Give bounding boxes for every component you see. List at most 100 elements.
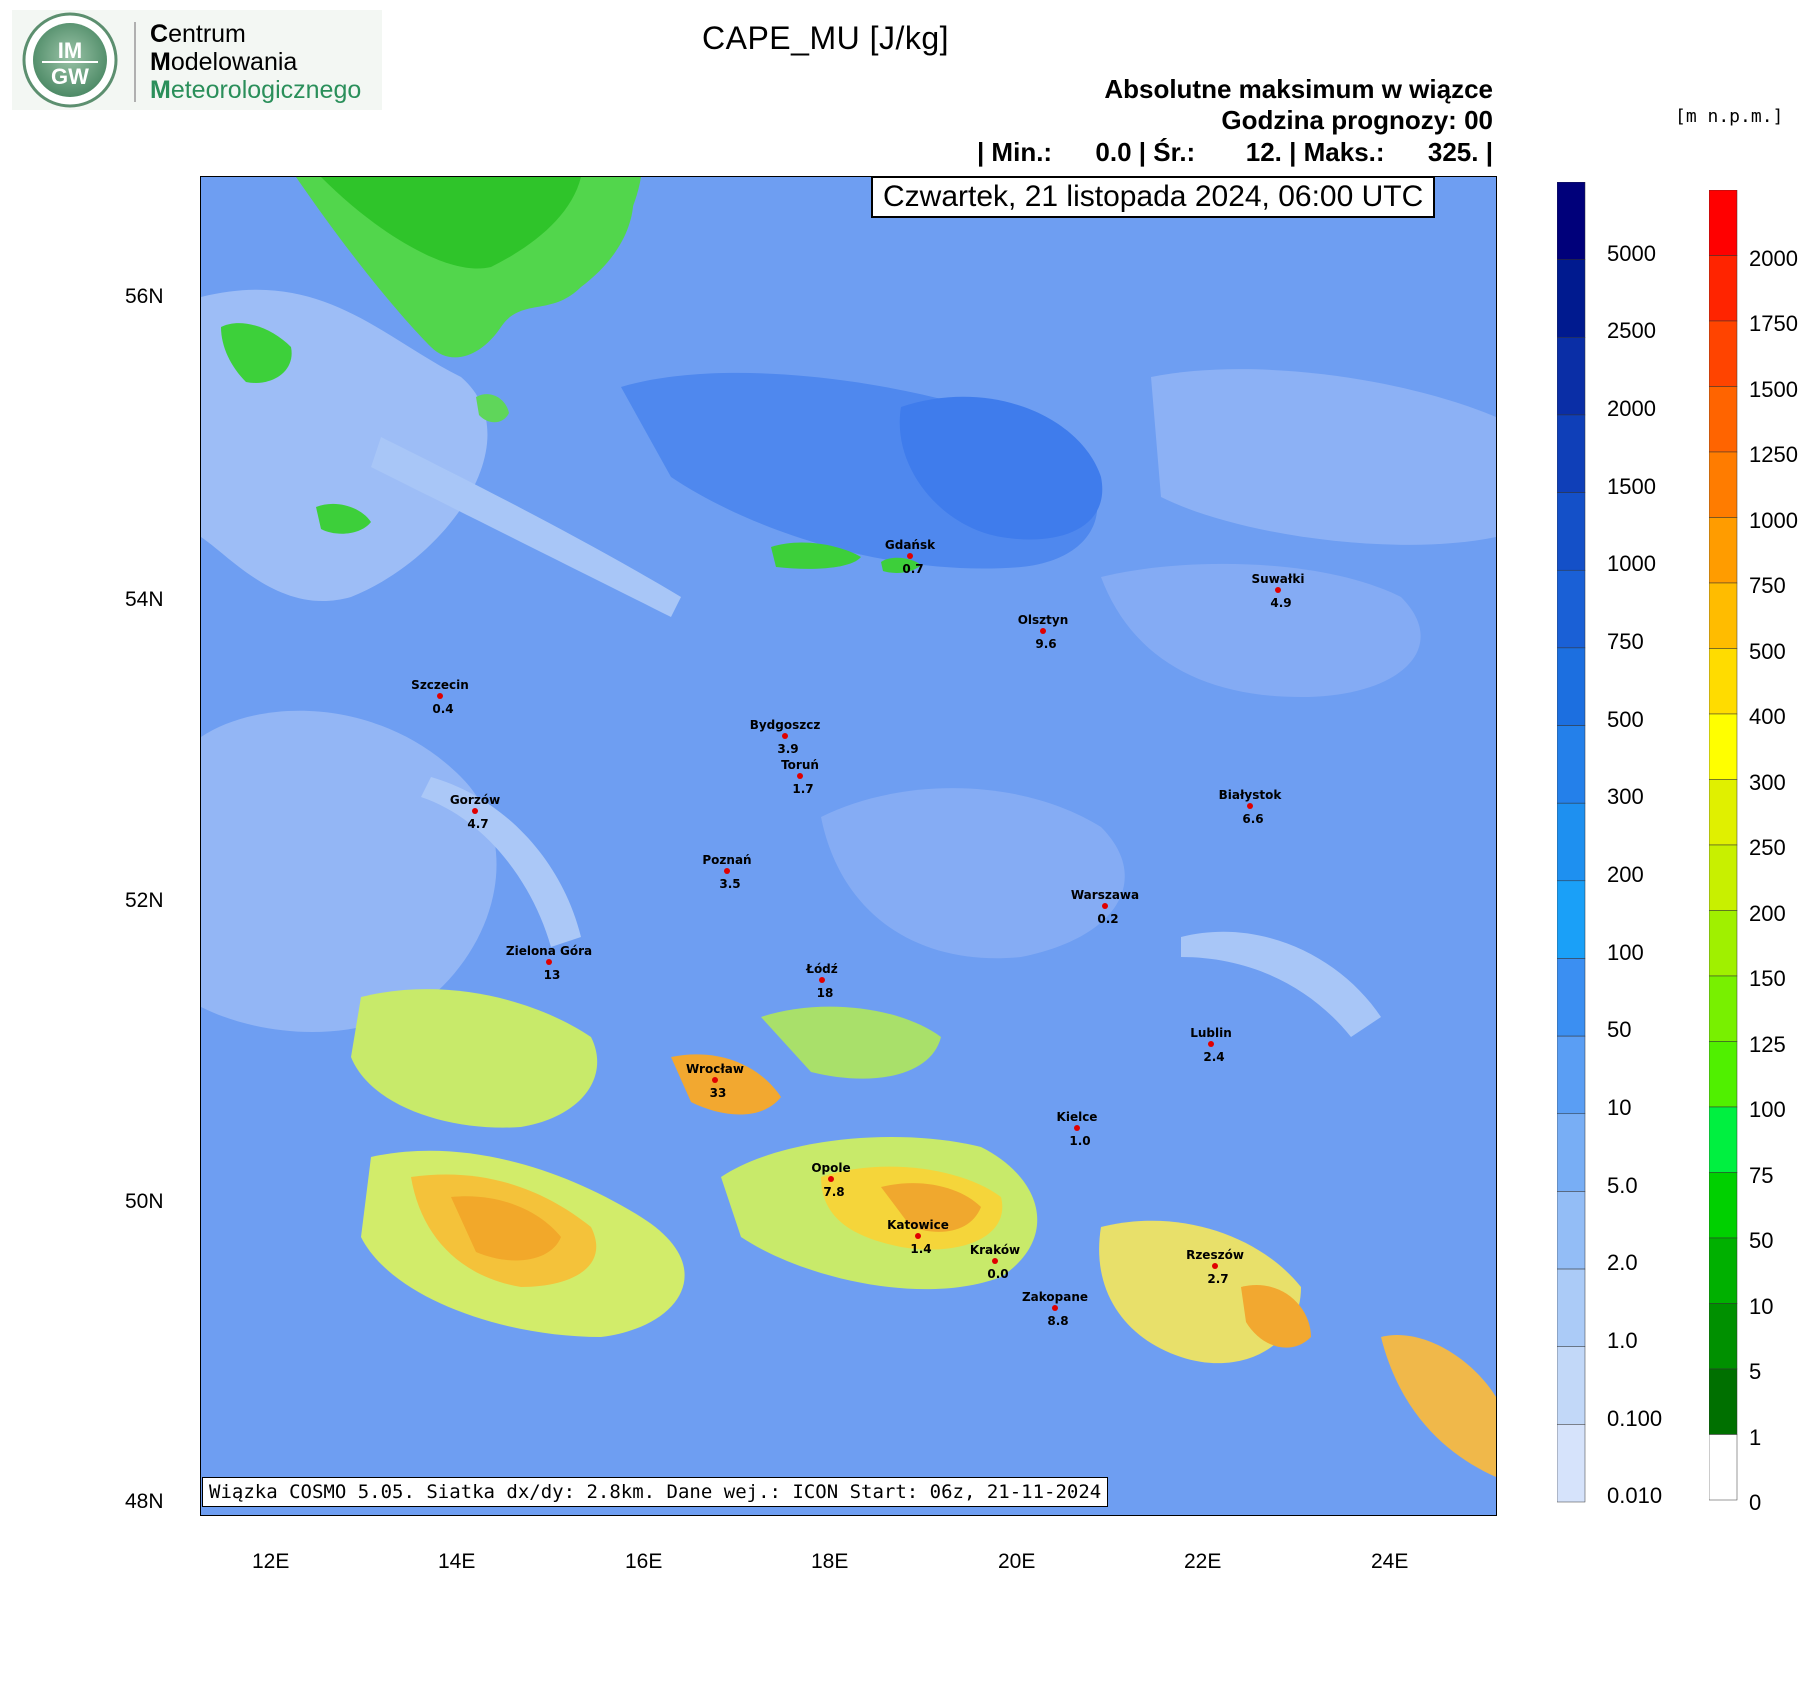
cape-colorbar-label: 0.100 — [1607, 1405, 1663, 1431]
city-value: 3.5 — [719, 877, 740, 891]
city-value: 3.9 — [777, 742, 798, 756]
elevation-colorbar-label: 750 — [1749, 573, 1786, 598]
elevation-colorbar-label: 400 — [1749, 704, 1786, 729]
city-value: 9.6 — [1035, 637, 1056, 651]
elevation-colorbar-label: 1750 — [1749, 311, 1798, 336]
city-marker: Bydgoszcz 3.9 — [750, 718, 821, 756]
cape-colorbar-swatch — [1556, 725, 1586, 804]
cape-colorbar-label: 200 — [1607, 862, 1644, 887]
elevation-colorbar-label: 1500 — [1749, 376, 1798, 402]
elevation-colorbar-label: 50 — [1749, 1228, 1774, 1253]
city-value: 33 — [710, 1086, 727, 1100]
elevation-colorbar-swatch — [1708, 517, 1738, 584]
y-label-52n: 52N — [125, 889, 164, 912]
city-marker: Gorzów 4.7 — [450, 793, 500, 831]
y-label-54n: 54N — [125, 588, 164, 611]
cape-colorbar-label: 5.0 — [1607, 1172, 1638, 1198]
city-marker: Zakopane 8.8 — [1022, 1290, 1088, 1328]
city-dot — [546, 959, 552, 965]
cape-colorbar-swatch — [1556, 181, 1586, 260]
city-value: 4.9 — [1270, 596, 1291, 610]
map-panel — [200, 176, 1497, 1516]
city-marker: Kraków 0.0 — [970, 1243, 1020, 1281]
city-name: Katowice — [887, 1218, 949, 1232]
cape-colorbar-label: 500 — [1607, 706, 1644, 732]
y-label-50n: 50N — [125, 1190, 164, 1213]
cape-colorbar-swatch — [1556, 337, 1586, 416]
elevation-colorbar-swatch — [1708, 1041, 1738, 1108]
cape-map — [201, 177, 1496, 1515]
cape-colorbar-label: 0.010 — [1607, 1483, 1663, 1509]
x-label-20e: 20E — [998, 1550, 1036, 1573]
imgw-logo: IM GW Centrum Modelowania Meteorologiczn… — [12, 10, 382, 110]
city-name: Kraków — [970, 1243, 1020, 1257]
logo-wordmark: Centrum Modelowania Meteorologicznego — [150, 20, 362, 104]
city-marker: Szczecin 0.4 — [411, 678, 469, 716]
city-value: 0.0 — [987, 1267, 1008, 1281]
cape-colorbar-label: 1500 — [1607, 473, 1656, 499]
city-value: 4.7 — [467, 817, 488, 831]
cape-colorbar-swatch — [1556, 647, 1586, 726]
city-dot — [797, 773, 803, 779]
subtitle-beam: Absolutne maksimum w wiązce — [1104, 74, 1493, 104]
city-dot — [992, 1258, 998, 1264]
elevation-colorbar-label: 0 — [1749, 1490, 1762, 1515]
cape-colorbar-label: 300 — [1607, 784, 1644, 810]
city-value: 1.0 — [1069, 1134, 1090, 1148]
city-dot — [1208, 1041, 1214, 1047]
elevation-colorbar-label: 300 — [1749, 769, 1786, 795]
city-marker: Kielce 1.0 — [1057, 1110, 1098, 1148]
city-dot — [724, 868, 730, 874]
city-value: 7.8 — [823, 1185, 844, 1199]
y-label-56n: 56N — [125, 285, 164, 308]
cape-colorbar-swatch — [1556, 1191, 1586, 1270]
city-marker: Lublin 2.4 — [1190, 1026, 1232, 1064]
city-name: Łódź — [805, 962, 838, 976]
city-marker: Wrocław 33 — [686, 1062, 744, 1100]
elevation-colorbar-label: 200 — [1749, 900, 1786, 926]
city-marker: Toruń 1.7 — [781, 758, 819, 796]
city-value: 13 — [544, 968, 561, 982]
elevation-colorbar-label: 10 — [1749, 1293, 1774, 1319]
chart-title: CAPE_MU [J/kg] — [702, 20, 950, 56]
elevation-colorbar-swatch — [1708, 648, 1738, 715]
city-name: Poznań — [702, 853, 751, 867]
cape-colorbar-swatch — [1556, 880, 1586, 959]
cape-colorbar-swatch — [1556, 414, 1586, 493]
x-label-24e: 24E — [1371, 1550, 1409, 1573]
elevation-colorbar-swatch — [1708, 1237, 1738, 1304]
elevation-colorbar-swatch — [1708, 255, 1738, 322]
cape-colorbar-swatch — [1556, 1035, 1586, 1115]
city-dot — [828, 1176, 834, 1182]
city-marker: Poznań 3.5 — [702, 853, 751, 891]
imgw-logo-badge: IM GW — [12, 10, 382, 110]
cape-colorbar-swatches — [1556, 181, 1586, 1503]
city-name: Toruń — [781, 758, 819, 772]
cape-colorbar-label: 2000 — [1607, 396, 1656, 422]
elevation-colorbar-label: 150 — [1749, 966, 1786, 991]
cape-colorbar-label: 1000 — [1607, 551, 1656, 577]
city-dot — [437, 693, 443, 699]
x-label-12e: 12E — [252, 1550, 290, 1573]
elevation-colorbar-swatch — [1708, 779, 1738, 846]
cape-colorbar-label: 2.0 — [1607, 1250, 1638, 1276]
city-dot — [1052, 1305, 1058, 1311]
cape-colorbar-swatch — [1556, 802, 1586, 882]
city-name: Zielona Góra — [506, 944, 592, 958]
elevation-colorbar-swatch — [1708, 320, 1738, 387]
city-dot — [712, 1077, 718, 1083]
city-name: Szczecin — [411, 678, 469, 692]
city-name: Gorzów — [450, 793, 500, 807]
cape-colorbar-swatch — [1556, 958, 1586, 1037]
cape-colorbar-label: 750 — [1607, 629, 1644, 655]
city-dot — [1040, 628, 1046, 634]
city-marker: Białystok 6.6 — [1219, 788, 1283, 826]
city-value: 1.7 — [792, 782, 813, 796]
city-name: Rzeszów — [1186, 1248, 1244, 1262]
elevation-colorbar-label: 500 — [1749, 638, 1786, 664]
elevation-colorbar-swatch — [1708, 582, 1738, 649]
x-label-14e: 14E — [438, 1550, 476, 1573]
city-name: Kielce — [1057, 1110, 1098, 1124]
x-label-22e: 22E — [1184, 1550, 1222, 1573]
city-value: 18 — [817, 986, 834, 1000]
